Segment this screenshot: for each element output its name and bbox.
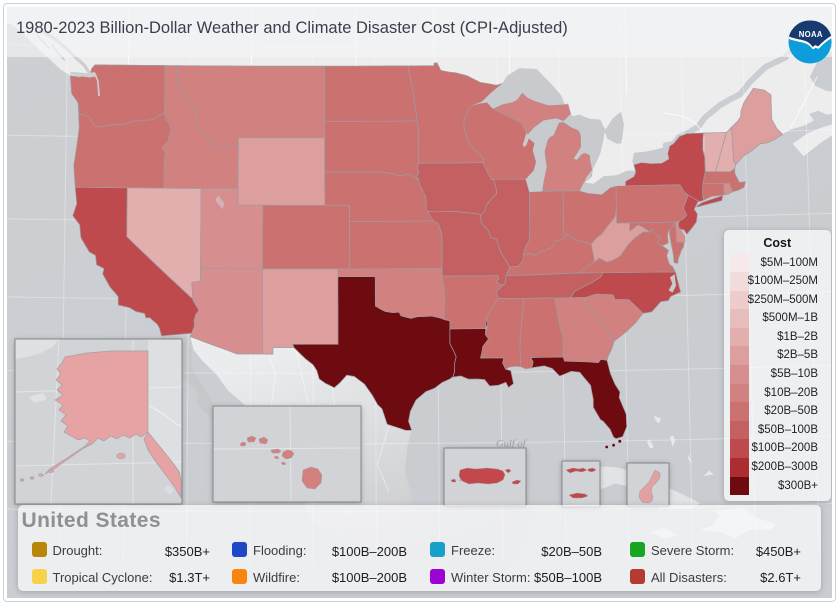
svg-text:NOAA: NOAA (799, 30, 823, 39)
svg-text:Gulf of: Gulf of (496, 439, 528, 450)
